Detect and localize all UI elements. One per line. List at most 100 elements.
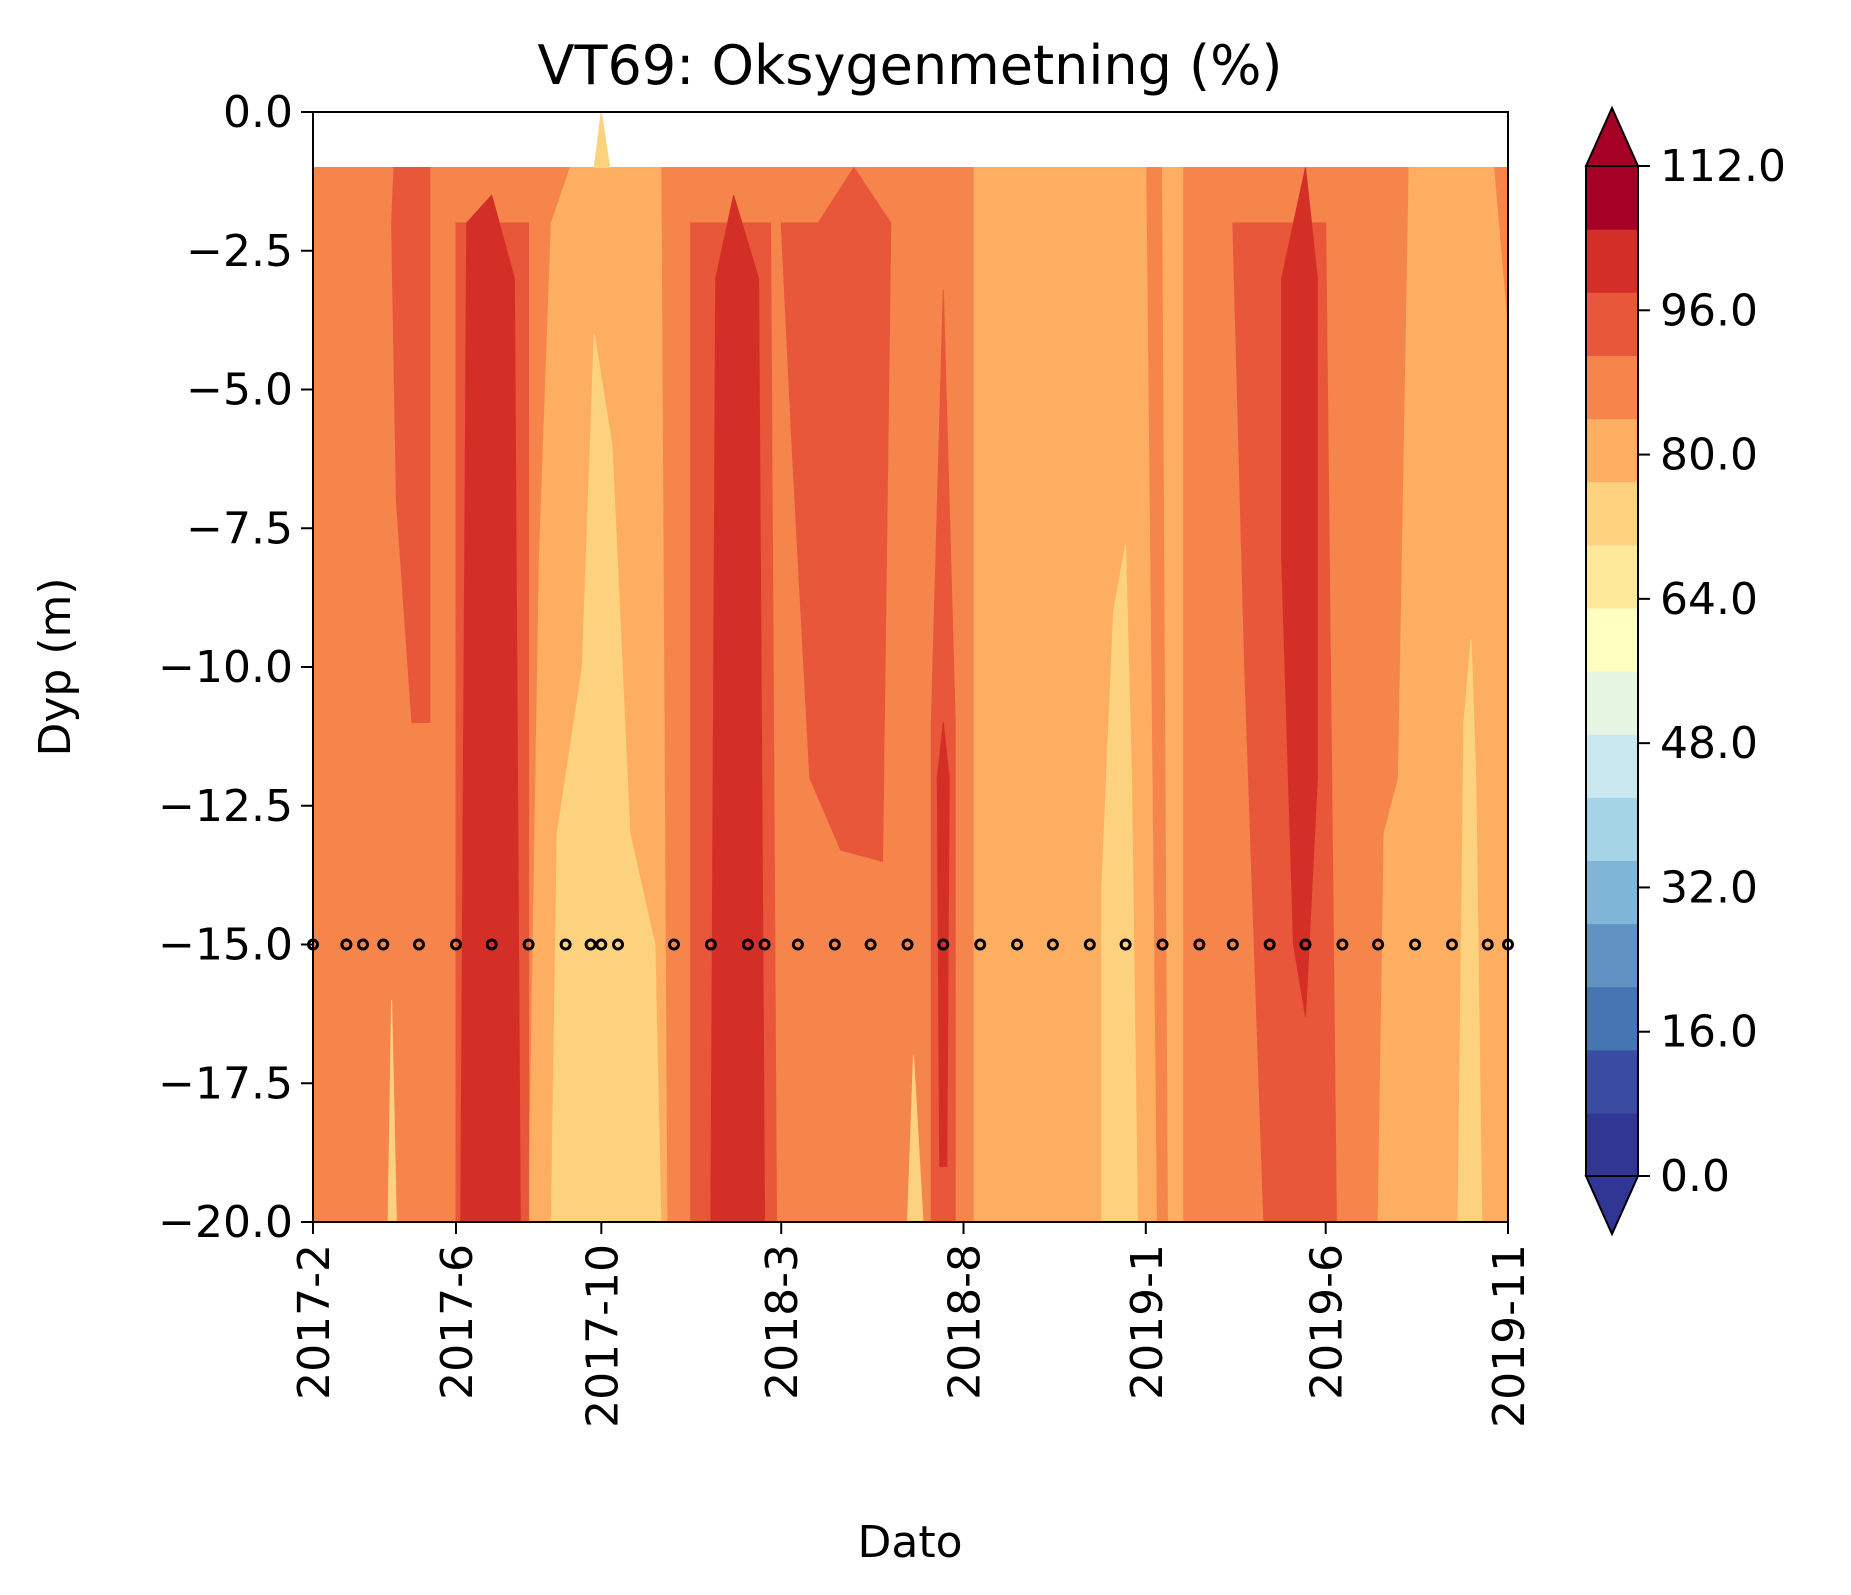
sample-marker-35: [1481, 938, 1494, 951]
sample-marker-25: [1119, 938, 1132, 951]
sample-marker-7: [522, 938, 535, 951]
y-tick-label-4: −10.0: [158, 642, 293, 693]
x-tick-label-4: 2018-8: [940, 1244, 991, 1400]
colorbar-swatch-3: [1586, 923, 1638, 988]
sample-marker-10: [595, 938, 608, 951]
sample-marker-23: [1046, 938, 1059, 951]
x-tick-label-5: 2019-1: [1122, 1244, 1173, 1400]
colorbar-swatch-2: [1586, 986, 1638, 1051]
sample-marker-9: [584, 938, 597, 951]
y-axis: 0.0 −2.5 −5.0 −7.5 −10.0 −12.5 −15.0 −17.5 −20.0: [158, 87, 313, 1248]
colorbar: 0.0 16.0 32.0 48.0 64.0 80.0 96.0 112.0: [1584, 105, 1786, 1237]
plot-area: [313, 112, 1508, 1222]
colorbar-swatch-6: [1586, 734, 1638, 798]
colorbar-frame: [1585, 165, 1639, 1177]
sample-marker-29: [1263, 938, 1276, 951]
colorbar-swatch-12: [1586, 355, 1638, 420]
sample-marker-14: [741, 938, 754, 951]
sample-marker-26: [1156, 938, 1169, 951]
colorbar-swatch-15: [1586, 166, 1638, 230]
colorbar-swatch-7: [1586, 671, 1638, 735]
sample-marker-20: [937, 938, 950, 951]
sample-marker-22: [1011, 938, 1024, 951]
sample-marker-12: [668, 938, 680, 951]
sample-marker-1: [340, 938, 353, 951]
sample-marker-6: [485, 938, 498, 951]
colorbar-extend-max: [1584, 105, 1640, 167]
contour-region-6: [550, 333, 662, 1222]
contour-region-8: [1101, 544, 1139, 1222]
colorbar-swatch-4: [1586, 860, 1638, 925]
x-axis: 2017-2 2017-6 2017-10 2018-3 2018-8 2019-1 201…: [289, 1222, 1535, 1428]
x-axis-label: Dato: [857, 1517, 962, 1568]
x-tick-label-7: 2019-11: [1484, 1244, 1535, 1428]
sample-marker-33: [1409, 938, 1422, 951]
colorbar-tick-label-3: 48.0: [1660, 718, 1758, 769]
colorbar-tick-label-0: 0.0: [1660, 1151, 1730, 1202]
contour-region-19: [710, 195, 766, 1222]
contour-region-20: [936, 722, 950, 1167]
sample-marker-8: [559, 938, 572, 951]
sample-marker-31: [1336, 938, 1349, 951]
sample-marker-15: [758, 938, 771, 951]
sample-marker-34: [1446, 938, 1458, 951]
sample-marker-2: [357, 938, 369, 951]
sample-marker-32: [1372, 938, 1385, 951]
chart-title: VT69: Oksygenmetning (%): [538, 34, 1283, 97]
colorbar-swatch-8: [1586, 607, 1638, 672]
sample-marker-17: [828, 938, 841, 951]
colorbar-extend-min: [1584, 1175, 1640, 1237]
colorbar-swatch-13: [1586, 292, 1638, 356]
y-tick-label-0: 0.0: [223, 87, 293, 138]
colorbar-tick-label-5: 80.0: [1660, 430, 1758, 481]
colorbar-swatch-5: [1586, 797, 1638, 861]
sample-marker-30: [1299, 938, 1312, 951]
sample-marker-24: [1083, 938, 1096, 951]
contour-region-9: [1457, 639, 1483, 1222]
contour-region-13: [780, 166, 892, 862]
contour-region-18: [460, 194, 521, 1222]
sample-marker-5: [450, 938, 462, 951]
colorbar-swatch-0: [1586, 1112, 1638, 1177]
colorbar-swatch-11: [1586, 418, 1638, 483]
y-tick-label-6: −15.0: [158, 920, 293, 971]
sample-marker-16: [791, 938, 804, 951]
y-tick-label-5: −12.5: [158, 781, 293, 832]
sample-marker-19: [901, 938, 914, 951]
x-tick-label-1: 2017-6: [432, 1244, 483, 1400]
y-axis-label: Dyp (m): [30, 577, 81, 756]
colorbar-tick-label-2: 32.0: [1660, 862, 1758, 913]
y-tick-label-7: −17.5: [158, 1058, 293, 1109]
x-tick-label-2: 2017-10: [577, 1244, 628, 1428]
contour-region-5: [1161, 167, 1184, 1222]
x-tick-label-0: 2017-2: [289, 1244, 340, 1400]
sample-marker-3: [377, 938, 390, 951]
sample-marker-4: [413, 938, 425, 951]
y-tick-label-1: −2.5: [186, 226, 293, 277]
sample-marker-27: [1193, 938, 1206, 951]
x-tick-label-3: 2018-3: [757, 1244, 808, 1400]
contour-region-10: [387, 999, 397, 1222]
sample-marker-21: [974, 938, 987, 951]
contour-region-11: [906, 1055, 924, 1222]
contour-region-7: [593, 112, 611, 168]
y-tick-label-2: −5.0: [186, 365, 293, 416]
colorbar-swatch-10: [1586, 481, 1638, 546]
colorbar-tick-label-7: 112.0: [1660, 141, 1786, 192]
x-tick-label-6: 2019-6: [1302, 1244, 1353, 1400]
colorbar-swatch-14: [1586, 229, 1638, 293]
sample-marker-13: [704, 938, 717, 951]
sample-marker-11: [612, 938, 624, 951]
colorbar-tick-label-1: 16.0: [1660, 1007, 1758, 1058]
sample-marker-28: [1226, 938, 1239, 951]
colorbar-tick-label-6: 96.0: [1660, 285, 1758, 336]
y-tick-label-3: −7.5: [186, 503, 293, 554]
sample-marker-18: [864, 938, 877, 951]
colorbar-tick-label-4: 64.0: [1660, 574, 1758, 625]
contour-region-21: [1281, 167, 1318, 1017]
colorbar-swatch-9: [1586, 544, 1638, 609]
y-tick-label-8: −20.0: [158, 1197, 293, 1248]
contour-region-12: [391, 167, 431, 723]
colorbar-swatch-1: [1586, 1049, 1638, 1114]
